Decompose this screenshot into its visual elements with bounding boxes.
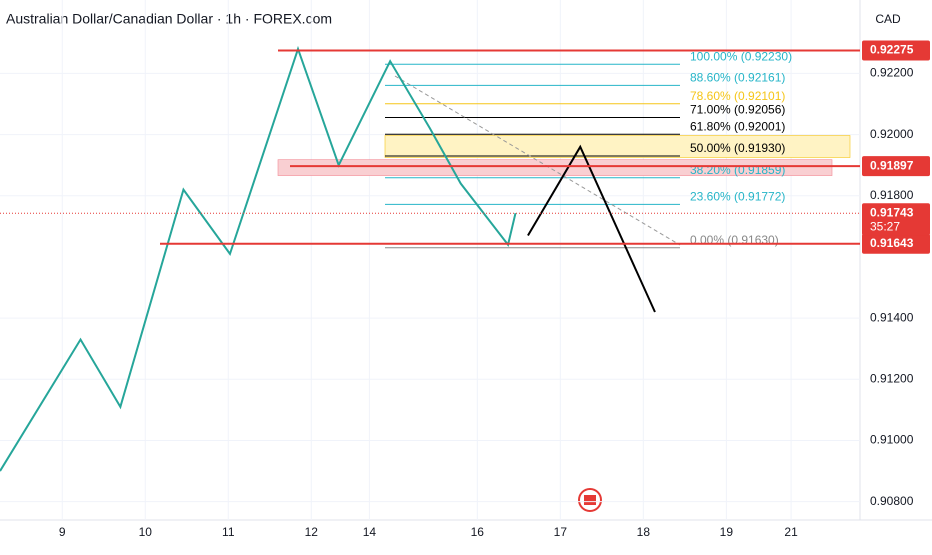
fib-label: 38.20% (0.91859) [690,163,785,177]
y-tick-label: 0.91200 [870,371,914,385]
y-tick-label: 0.90800 [870,494,914,508]
trend-line [394,75,681,246]
level-badge [862,40,930,61]
flag-icon [578,488,602,512]
price-line [527,144,656,313]
y-tick-label: 0.92000 [870,127,914,141]
price-badge [862,203,930,236]
price-line [0,45,517,472]
fib-label: 0.00% (0.91630) [690,233,779,247]
y-tick-label: 0.91000 [870,433,914,447]
fib-label: 61.80% (0.92001) [690,119,785,133]
x-tick-label: 19 [720,525,734,539]
y-tick-label: 0.91800 [870,188,914,202]
fib-label: 88.60% (0.92161) [690,71,785,85]
fib-label: 50.00% (0.91930) [690,141,785,155]
x-tick-label: 17 [554,525,568,539]
countdown: 35:27 [870,219,900,233]
x-tick-label: 21 [784,525,798,539]
x-tick-label: 12 [305,525,319,539]
x-tick-label: 16 [471,525,485,539]
fib-label: 23.60% (0.91772) [690,190,785,204]
y-tick-label: 0.91400 [870,310,914,324]
level-badge [862,233,930,254]
fib-label: 78.60% (0.92101) [690,89,785,103]
fib-label: 100.00% (0.92230) [690,49,792,63]
x-tick-label: 11 [222,525,235,539]
level-badge [862,156,930,177]
x-tick-label: 9 [59,525,66,539]
chart-title: Australian Dollar/Canadian Dollar · 1h ·… [6,11,332,27]
level-label: 0.92275 [870,43,914,57]
level-label: 0.91897 [870,158,914,172]
x-tick-label: 14 [363,525,377,539]
fib-label: 71.00% (0.92056) [690,103,785,117]
current-price-label: 0.91743 [870,205,914,219]
y-tick-label: 0.92200 [870,66,914,80]
currency: CAD [875,12,901,26]
x-tick-label: 18 [637,525,651,539]
level-label: 0.91643 [870,236,914,250]
zone [384,135,851,158]
zone [277,159,833,176]
x-tick-label: 10 [139,525,153,539]
